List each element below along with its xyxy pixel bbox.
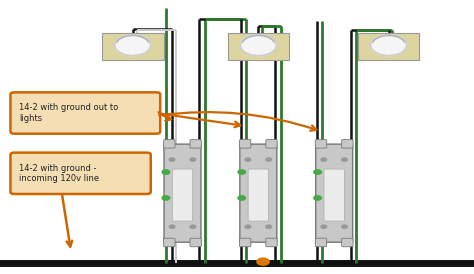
FancyBboxPatch shape [315,140,327,148]
FancyBboxPatch shape [190,238,201,247]
Circle shape [240,35,276,56]
FancyBboxPatch shape [164,144,201,242]
Text: 14-2 with ground out to
lights: 14-2 with ground out to lights [19,103,118,123]
FancyBboxPatch shape [266,238,277,247]
FancyBboxPatch shape [342,238,353,247]
FancyBboxPatch shape [315,238,327,247]
Circle shape [169,158,175,161]
Circle shape [266,225,272,229]
Circle shape [257,258,269,265]
FancyBboxPatch shape [266,140,277,148]
Circle shape [245,158,251,161]
FancyBboxPatch shape [240,144,277,242]
FancyBboxPatch shape [164,238,175,247]
Circle shape [162,196,170,200]
FancyBboxPatch shape [324,169,344,221]
FancyBboxPatch shape [102,33,164,60]
Circle shape [342,158,347,161]
FancyBboxPatch shape [10,153,151,194]
Circle shape [190,225,196,229]
FancyBboxPatch shape [316,144,353,242]
Circle shape [162,170,170,174]
Circle shape [190,158,196,161]
FancyBboxPatch shape [239,140,251,148]
Circle shape [342,225,347,229]
Circle shape [245,225,251,229]
Circle shape [169,225,175,229]
FancyBboxPatch shape [228,33,289,60]
Circle shape [321,158,327,161]
Text: 14-2 with ground -
incoming 120v line: 14-2 with ground - incoming 120v line [19,164,99,183]
Circle shape [115,35,151,56]
FancyBboxPatch shape [358,33,419,60]
Circle shape [238,196,246,200]
FancyBboxPatch shape [173,169,192,221]
Circle shape [321,225,327,229]
Circle shape [238,170,246,174]
FancyBboxPatch shape [164,140,175,148]
FancyBboxPatch shape [190,140,201,148]
FancyBboxPatch shape [10,92,160,134]
Circle shape [314,170,321,174]
FancyBboxPatch shape [342,140,353,148]
FancyBboxPatch shape [248,169,269,221]
FancyBboxPatch shape [239,238,251,247]
Circle shape [314,196,321,200]
Circle shape [371,35,407,56]
Circle shape [266,158,272,161]
